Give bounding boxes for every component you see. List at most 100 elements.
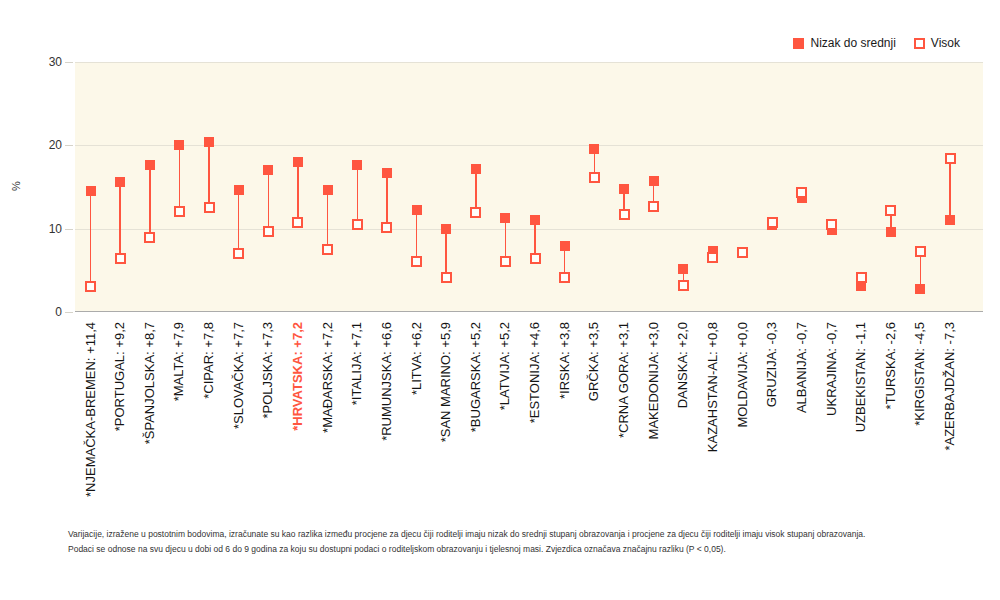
marker-low-mid[interactable]: [856, 281, 866, 291]
x-axis-label: *NJEMAČKA-BREMEN: +11,4: [83, 322, 99, 497]
marker-high[interactable]: [589, 172, 600, 183]
marker-low-mid[interactable]: [945, 215, 955, 225]
dumbbell-line: [297, 162, 299, 222]
y-tick-mark: [65, 229, 73, 230]
dumbbell-line: [238, 190, 240, 254]
dumbbell-line: [90, 191, 92, 286]
y-axis-title: %: [10, 181, 22, 191]
marker-high[interactable]: [619, 209, 630, 220]
marker-high[interactable]: [411, 256, 422, 267]
marker-high[interactable]: [915, 246, 926, 257]
dumbbell-line: [475, 169, 477, 212]
marker-low-mid[interactable]: [86, 186, 96, 196]
marker-high[interactable]: [826, 219, 837, 230]
legend-item-high[interactable]: Visok: [914, 36, 960, 50]
marker-low-mid[interactable]: [678, 264, 688, 274]
marker-low-mid[interactable]: [204, 137, 214, 147]
filled-square-icon: [793, 38, 804, 49]
marker-high[interactable]: [648, 201, 659, 212]
x-axis-label: *ŠPANJOLSKA: +8,7: [142, 322, 158, 444]
marker-high[interactable]: [737, 247, 748, 258]
x-axis-label: *SAN MARINO: +5,9: [438, 322, 454, 442]
legend-item-low-mid[interactable]: Nizak do srednji: [793, 36, 895, 50]
marker-low-mid[interactable]: [323, 185, 333, 195]
marker-high[interactable]: [796, 187, 807, 198]
marker-high[interactable]: [441, 272, 452, 283]
footnote: Varijacije, izražene u postotnim bodovim…: [68, 527, 865, 556]
dumbbell-line: [327, 190, 329, 250]
y-tick-mark: [65, 312, 73, 313]
marker-low-mid[interactable]: [886, 227, 896, 237]
legend-label-high: Visok: [931, 36, 960, 50]
marker-low-mid[interactable]: [441, 224, 451, 234]
x-axis-label: DANSKA: +2,0: [675, 322, 691, 408]
marker-high[interactable]: [233, 248, 244, 259]
dumbbell-line: [149, 165, 151, 238]
y-tick-label: 20: [49, 138, 62, 152]
marker-high[interactable]: [500, 256, 511, 267]
gridline: [75, 229, 983, 230]
marker-high[interactable]: [204, 202, 215, 213]
x-axis-label: *MALTA: +7,9: [171, 322, 187, 401]
marker-high[interactable]: [885, 205, 896, 216]
x-axis-label: MOLDAVIJA: +0,0: [735, 322, 751, 428]
gridline: [75, 311, 983, 312]
marker-high[interactable]: [85, 281, 96, 292]
dumbbell-line: [268, 170, 270, 231]
x-axis-label: ALBANIJA: -0,7: [794, 322, 810, 413]
dumbbell-line: [949, 159, 951, 220]
marker-high[interactable]: [292, 217, 303, 228]
marker-high[interactable]: [707, 252, 718, 263]
marker-low-mid[interactable]: [412, 205, 422, 215]
marker-low-mid[interactable]: [649, 176, 659, 186]
marker-low-mid[interactable]: [619, 184, 629, 194]
marker-low-mid[interactable]: [560, 241, 570, 251]
dumbbell-line: [119, 182, 121, 259]
marker-high[interactable]: [767, 217, 778, 228]
marker-low-mid[interactable]: [234, 185, 244, 195]
marker-high[interactable]: [263, 226, 274, 237]
marker-low-mid[interactable]: [500, 213, 510, 223]
x-axis-label: UKRAJINA: -0,7: [824, 322, 840, 416]
x-axis-label: *LATVIJA: +5,2: [497, 322, 513, 410]
marker-high[interactable]: [678, 280, 689, 291]
marker-high[interactable]: [559, 272, 570, 283]
x-axis-label: *AZERBAJDŽAN: -7,3: [942, 322, 958, 451]
marker-low-mid[interactable]: [293, 157, 303, 167]
marker-low-mid[interactable]: [382, 168, 392, 178]
dumbbell-line: [416, 210, 418, 262]
marker-high[interactable]: [856, 272, 867, 283]
x-axis-label: *CRNA GORA: +3,1: [616, 322, 632, 438]
marker-low-mid[interactable]: [145, 160, 155, 170]
marker-high[interactable]: [174, 206, 185, 217]
marker-low-mid[interactable]: [530, 215, 540, 225]
marker-low-mid[interactable]: [263, 165, 273, 175]
marker-high[interactable]: [352, 219, 363, 230]
marker-high[interactable]: [945, 153, 956, 164]
marker-high[interactable]: [115, 253, 126, 264]
y-tick-label: 30: [49, 55, 62, 69]
gridline: [75, 62, 983, 63]
dumbbell-line: [179, 145, 181, 211]
x-axis-label: *CIPAR: +7,8: [201, 322, 217, 399]
dumbbell-line: [445, 229, 447, 278]
marker-low-mid[interactable]: [471, 164, 481, 174]
marker-high[interactable]: [530, 253, 541, 264]
marker-low-mid[interactable]: [115, 177, 125, 187]
marker-high[interactable]: [322, 244, 333, 255]
marker-high[interactable]: [144, 232, 155, 243]
x-axis-label: *KIRGISTAN: -4,5: [912, 322, 928, 426]
legend-label-low-mid: Nizak do srednji: [810, 36, 895, 50]
marker-low-mid[interactable]: [352, 160, 362, 170]
marker-low-mid[interactable]: [174, 140, 184, 150]
marker-low-mid[interactable]: [915, 284, 925, 294]
marker-high[interactable]: [381, 222, 392, 233]
x-axis-label: *ITALIJA: +7,1: [349, 322, 365, 405]
x-axis-label: *POLJSKA: +7,3: [260, 322, 276, 418]
open-square-icon: [914, 38, 925, 49]
marker-high[interactable]: [470, 207, 481, 218]
dumbbell-line: [208, 142, 210, 207]
y-tick-mark: [65, 62, 73, 63]
x-axis-label: *IRSKA: +3,8: [557, 322, 573, 399]
marker-low-mid[interactable]: [589, 144, 599, 154]
